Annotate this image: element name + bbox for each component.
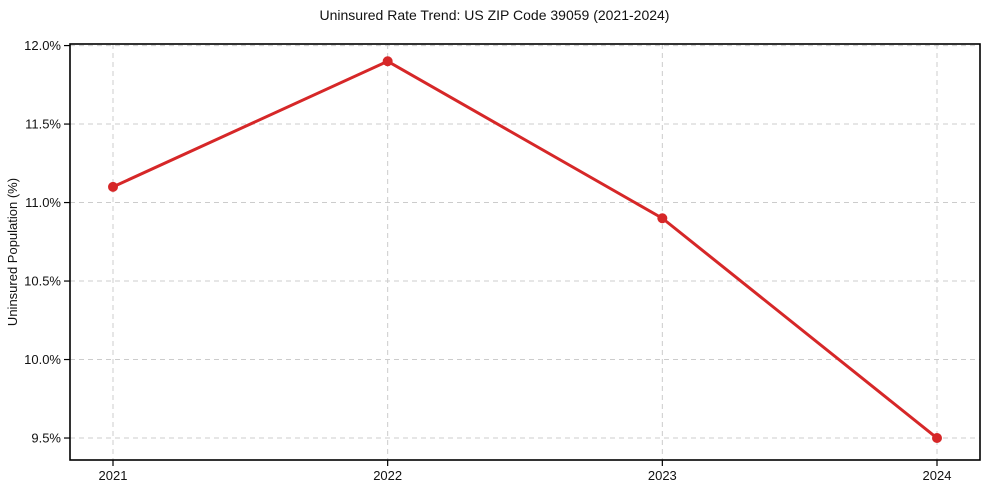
x-tick-label: 2024 <box>923 468 952 483</box>
y-tick-label: 10.0% <box>24 352 61 367</box>
y-tick-label: 12.0% <box>24 38 61 53</box>
data-point-marker <box>108 181 118 192</box>
data-point-marker <box>657 213 668 224</box>
data-point-marker <box>382 56 393 67</box>
chart-title: Uninsured Rate Trend: US ZIP Code 39059 … <box>319 7 670 23</box>
y-tick-label: 11.0% <box>25 195 61 210</box>
trend-line <box>111 59 939 440</box>
x-tick-label: 2023 <box>648 468 677 483</box>
y-tick-label: 11.5% <box>25 117 61 132</box>
plot-frame <box>69 43 981 461</box>
data-point-marker <box>932 433 942 444</box>
x-tick-label: 2022 <box>373 468 402 483</box>
series-layer <box>108 56 942 444</box>
axis-layer <box>64 43 981 466</box>
y-tick-label: 9.5% <box>31 431 61 446</box>
x-tick-label: 2021 <box>99 468 128 483</box>
tick-label-layer: 9.5% 10.0% 10.5% 11.0% 11.5% 12.0% 2021 2022 202… <box>24 38 951 483</box>
y-tick-label: 10.5% <box>24 274 61 289</box>
grid-layer <box>70 44 980 460</box>
y-axis-label: Uninsured Population (%) <box>5 178 20 326</box>
